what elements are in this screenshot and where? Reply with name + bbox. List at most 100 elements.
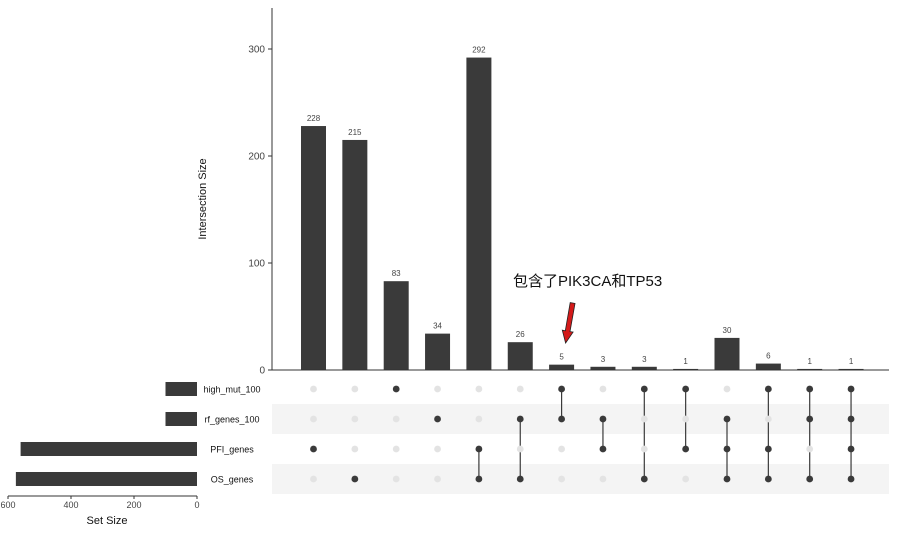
intersection-size-label: Intersection Size (197, 158, 209, 239)
intersection-bar (383, 281, 409, 370)
matrix-dot-filled (847, 415, 855, 423)
set-name-label: rf_genes_100 (204, 415, 259, 425)
set-size-label: Set Size (87, 515, 128, 527)
matrix-dot-filled (640, 475, 648, 483)
matrix-dot-empty (640, 445, 648, 453)
bar-value-label: 5 (559, 353, 564, 362)
intersection-bar (425, 333, 451, 370)
matrix-dot-empty (475, 385, 483, 393)
matrix-dot-filled (682, 385, 690, 393)
set-axis-tick-label: 600 (0, 500, 15, 510)
matrix-dot-empty (351, 445, 359, 453)
matrix-dot-filled (475, 445, 483, 453)
matrix-dot-filled (764, 385, 772, 393)
matrix-dot-empty (351, 385, 359, 393)
bar-value-label: 1 (849, 357, 854, 366)
matrix-dot-empty (392, 475, 400, 483)
bar-value-label: 1 (683, 357, 688, 366)
matrix-dot-filled (558, 385, 565, 393)
matrix-dot-empty (558, 445, 565, 453)
matrix-dot-empty (640, 415, 648, 423)
intersection-bar (466, 57, 492, 371)
intersection-bar (673, 368, 699, 370)
matrix-dot-empty (310, 385, 317, 393)
y-tick-label: 200 (248, 152, 265, 163)
matrix-dot-filled (806, 385, 814, 393)
matrix-dot-filled (723, 475, 731, 483)
matrix-dot-empty (723, 385, 731, 393)
matrix-dot-filled (723, 445, 731, 453)
matrix-dot-filled (516, 415, 524, 423)
matrix-dot-filled (434, 415, 441, 423)
matrix-dot-filled (475, 475, 483, 483)
set-name-label: high_mut_100 (203, 385, 260, 395)
set-size-bar (15, 472, 197, 486)
matrix-dot-filled (682, 445, 690, 453)
matrix-dot-empty (516, 445, 524, 453)
matrix-dot-empty (351, 415, 359, 423)
matrix-dot-filled (806, 475, 814, 483)
set-size-bars (15, 382, 197, 486)
matrix-dot-filled (847, 475, 855, 483)
bar-value-label: 215 (348, 128, 362, 137)
y-tick-label: 100 (248, 259, 265, 270)
matrix-dot-filled (806, 415, 814, 423)
matrix-dot-empty (599, 385, 607, 393)
set-name-label: PFI_genes (210, 445, 254, 455)
matrix-dot-empty (434, 475, 441, 483)
intersection-bars: 228 215 83 34 292 26 5 3 3 1 30 6 1 1 (301, 46, 864, 371)
matrix-dot-empty (764, 415, 772, 423)
set-labels: high_mut_100 rf_genes_100 PFI_genes OS_gene… (203, 385, 260, 485)
set-size-bar (20, 442, 197, 456)
set-size-bar (165, 412, 197, 426)
set-name-label: OS_genes (211, 475, 254, 485)
matrix-dot-empty (434, 385, 441, 393)
set-axis-tick-label: 400 (63, 500, 78, 510)
y-tick-label: 0 (259, 366, 265, 377)
row-stripe (272, 464, 889, 494)
intersection-bar (342, 139, 368, 370)
intersection-matrix (310, 385, 855, 483)
intersection-bar (507, 342, 533, 370)
matrix-dot-empty (392, 415, 400, 423)
matrix-dot-empty (682, 415, 690, 423)
intersection-bar (797, 368, 823, 370)
bar-value-label: 3 (642, 355, 647, 364)
matrix-dot-empty (558, 475, 565, 483)
matrix-dot-empty (516, 385, 524, 393)
matrix-dot-filled (764, 475, 772, 483)
intersection-bar (631, 366, 657, 370)
matrix-dot-empty (392, 445, 400, 453)
matrix-dot-filled (351, 475, 359, 483)
matrix-dot-filled (640, 385, 648, 393)
matrix-dot-filled (310, 445, 317, 453)
matrix-dot-filled (516, 475, 524, 483)
intersection-bar (549, 364, 575, 370)
matrix-dot-filled (847, 385, 855, 393)
bar-value-label: 292 (472, 46, 486, 55)
matrix-dot-filled (558, 415, 565, 423)
bar-value-label: 6 (766, 352, 771, 361)
matrix-stripes (272, 404, 889, 494)
intersection-bar (301, 126, 326, 370)
matrix-dot-filled (723, 415, 731, 423)
matrix-dot-empty (310, 475, 317, 483)
matrix-dot-filled (599, 445, 607, 453)
matrix-dot-empty (475, 415, 483, 423)
bar-value-label: 83 (392, 269, 401, 278)
matrix-dot-filled (764, 445, 772, 453)
matrix-dot-filled (392, 385, 400, 393)
bar-value-label: 228 (307, 114, 321, 123)
annotation-text: 包含了PIK3CA和TP53 (513, 273, 662, 290)
matrix-dot-empty (682, 475, 690, 483)
y-tick-label: 300 (248, 45, 265, 56)
intersection-bar (838, 368, 864, 370)
matrix-dot-empty (806, 445, 814, 453)
bar-value-label: 26 (516, 330, 525, 339)
bar-value-label: 1 (807, 357, 812, 366)
matrix-dot-empty (310, 415, 317, 423)
matrix-dot-filled (599, 415, 607, 423)
annotation-arrow-icon (561, 302, 576, 344)
intersection-bar (755, 363, 781, 370)
